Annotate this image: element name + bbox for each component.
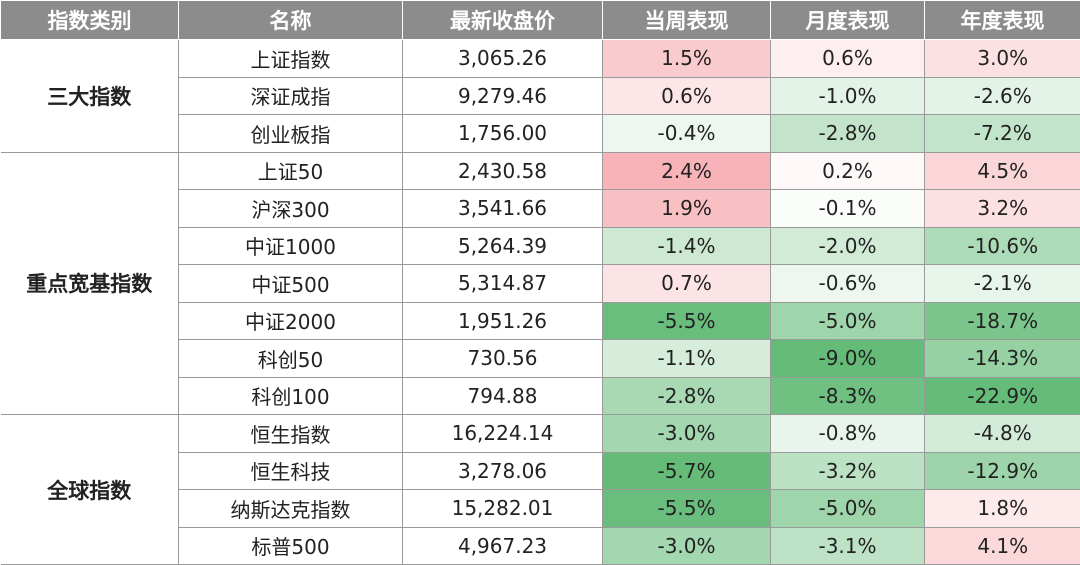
close-price-cell: 1,951.26 (403, 302, 603, 340)
index-name-cell: 创业板指 (179, 115, 403, 153)
index-name-cell: 标普500 (179, 527, 403, 565)
year-performance-cell: -10.6% (925, 227, 1080, 265)
header-close: 最新收盘价 (403, 1, 603, 40)
month-performance-cell: -2.0% (771, 227, 925, 265)
close-price-cell: 730.56 (403, 340, 603, 378)
close-price-cell: 4,967.23 (403, 527, 603, 565)
close-price-cell: 15,282.01 (403, 490, 603, 528)
index-name-cell: 恒生指数 (179, 415, 403, 453)
week-performance-cell: 2.4% (603, 152, 771, 190)
year-performance-cell: -2.1% (925, 265, 1080, 303)
week-performance-cell: -2.8% (603, 377, 771, 415)
close-price-cell: 5,264.39 (403, 227, 603, 265)
header-month: 月度表现 (771, 1, 925, 40)
header-name: 名称 (179, 1, 403, 40)
week-performance-cell: 0.6% (603, 77, 771, 115)
month-performance-cell: -3.2% (771, 452, 925, 490)
category-cell: 重点宽基指数 (1, 152, 179, 415)
index-name-cell: 科创100 (179, 377, 403, 415)
year-performance-cell: -22.9% (925, 377, 1080, 415)
month-performance-cell: -2.8% (771, 115, 925, 153)
index-name-cell: 中证500 (179, 265, 403, 303)
header-year: 年度表现 (925, 1, 1080, 40)
year-performance-cell: 4.5% (925, 152, 1080, 190)
close-price-cell: 5,314.87 (403, 265, 603, 303)
year-performance-cell: -18.7% (925, 302, 1080, 340)
close-price-cell: 16,224.14 (403, 415, 603, 453)
index-name-cell: 上证50 (179, 152, 403, 190)
index-name-cell: 中证2000 (179, 302, 403, 340)
year-performance-cell: 3.2% (925, 190, 1080, 228)
year-performance-cell: 3.0% (925, 40, 1080, 78)
index-name-cell: 上证指数 (179, 40, 403, 78)
week-performance-cell: -0.4% (603, 115, 771, 153)
month-performance-cell: 0.6% (771, 40, 925, 78)
month-performance-cell: -3.1% (771, 527, 925, 565)
close-price-cell: 3,278.06 (403, 452, 603, 490)
week-performance-cell: 1.5% (603, 40, 771, 78)
year-performance-cell: -12.9% (925, 452, 1080, 490)
close-price-cell: 1,756.00 (403, 115, 603, 153)
index-name-cell: 科创50 (179, 340, 403, 378)
index-name-cell: 纳斯达克指数 (179, 490, 403, 528)
month-performance-cell: -0.6% (771, 265, 925, 303)
header-category: 指数类别 (1, 1, 179, 40)
header-row: 指数类别 名称 最新收盘价 当周表现 月度表现 年度表现 (1, 1, 1080, 40)
month-performance-cell: -1.0% (771, 77, 925, 115)
month-performance-cell: 0.2% (771, 152, 925, 190)
week-performance-cell: -1.1% (603, 340, 771, 378)
week-performance-cell: 1.9% (603, 190, 771, 228)
year-performance-cell: 1.8% (925, 490, 1080, 528)
index-name-cell: 深证成指 (179, 77, 403, 115)
close-price-cell: 3,065.26 (403, 40, 603, 78)
close-price-cell: 794.88 (403, 377, 603, 415)
week-performance-cell: -5.7% (603, 452, 771, 490)
month-performance-cell: -9.0% (771, 340, 925, 378)
month-performance-cell: -0.1% (771, 190, 925, 228)
week-performance-cell: -5.5% (603, 302, 771, 340)
month-performance-cell: -5.0% (771, 490, 925, 528)
category-cell: 全球指数 (1, 415, 179, 565)
close-price-cell: 3,541.66 (403, 190, 603, 228)
year-performance-cell: 4.1% (925, 527, 1080, 565)
year-performance-cell: -4.8% (925, 415, 1080, 453)
index-name-cell: 中证1000 (179, 227, 403, 265)
week-performance-cell: 0.7% (603, 265, 771, 303)
month-performance-cell: -5.0% (771, 302, 925, 340)
close-price-cell: 9,279.46 (403, 77, 603, 115)
year-performance-cell: -7.2% (925, 115, 1080, 153)
week-performance-cell: -3.0% (603, 527, 771, 565)
week-performance-cell: -1.4% (603, 227, 771, 265)
index-name-cell: 沪深300 (179, 190, 403, 228)
year-performance-cell: -14.3% (925, 340, 1080, 378)
week-performance-cell: -3.0% (603, 415, 771, 453)
index-name-cell: 恒生科技 (179, 452, 403, 490)
category-cell: 三大指数 (1, 40, 179, 153)
close-price-cell: 2,430.58 (403, 152, 603, 190)
month-performance-cell: -8.3% (771, 377, 925, 415)
year-performance-cell: -2.6% (925, 77, 1080, 115)
week-performance-cell: -5.5% (603, 490, 771, 528)
month-performance-cell: -0.8% (771, 415, 925, 453)
header-week: 当周表现 (603, 1, 771, 40)
